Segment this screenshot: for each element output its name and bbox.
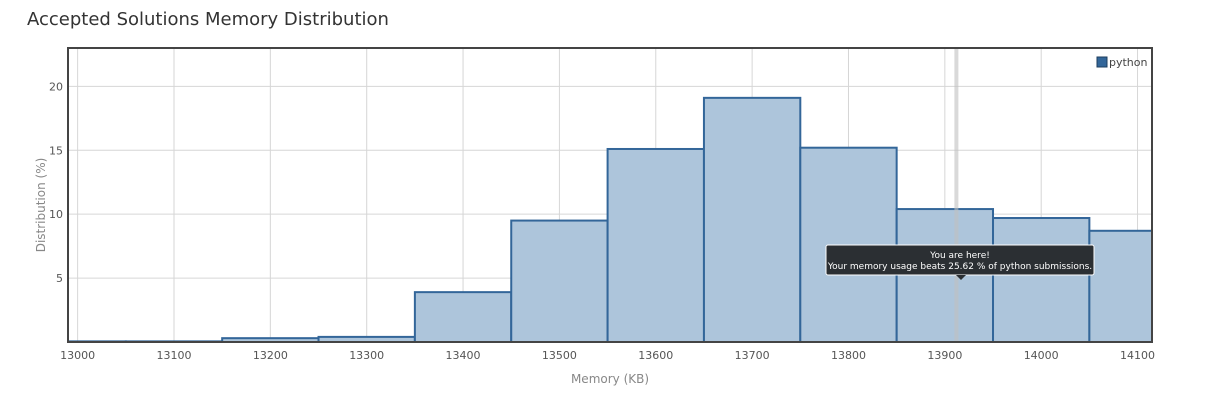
tooltip: You are here! Your memory usage beats 25… <box>825 244 1095 280</box>
x-tick-label: 13300 <box>349 349 384 362</box>
histogram-bars <box>67 96 1154 344</box>
tooltip-line-2: Your memory usage beats 25.62 % of pytho… <box>827 262 1092 272</box>
x-tick-label: 13700 <box>735 349 770 362</box>
legend-label-python: python <box>1109 56 1148 69</box>
bar-13850-13950[interactable] <box>895 208 995 343</box>
legend-swatch-python <box>1096 56 1108 68</box>
x-axis-ticks: 13000 13100 13200 13300 13400 13500 13600 13700… <box>60 349 1155 362</box>
bar-13350-13450[interactable] <box>413 291 513 343</box>
tooltip-pointer <box>956 275 966 280</box>
bar-13950-14050[interactable] <box>992 217 1091 343</box>
x-tick-label: 14000 <box>1024 349 1059 362</box>
tooltip-line-1: You are here! <box>929 251 990 261</box>
x-tick-label: 14100 <box>1120 349 1155 362</box>
x-tick-label: 13600 <box>638 349 673 362</box>
legend[interactable]: python <box>1096 56 1148 69</box>
x-tick-label: 13100 <box>156 349 191 362</box>
y-axis-label: Distribution (%) <box>34 158 48 253</box>
chart-title: Accepted Solutions Memory Distribution <box>27 9 389 30</box>
y-tick-label: 20 <box>49 80 63 93</box>
y-tick-label: 5 <box>56 272 63 285</box>
y-tick-label: 15 <box>49 144 63 157</box>
x-tick-label: 13400 <box>446 349 481 362</box>
plot-frame <box>67 47 1153 343</box>
x-tick-label: 13900 <box>927 349 962 362</box>
x-tick-label: 13800 <box>831 349 866 362</box>
x-axis-label: Memory (KB) <box>571 372 649 386</box>
y-axis-ticks: 5 10 15 20 <box>49 80 63 285</box>
bar-13550-13650[interactable] <box>606 147 705 343</box>
x-tick-label: 13000 <box>60 349 95 362</box>
bar-14050-14150[interactable] <box>1088 229 1154 343</box>
x-tick-label: 13500 <box>542 349 577 362</box>
bar-13650-13750[interactable] <box>702 96 802 343</box>
x-tick-label: 13200 <box>253 349 288 362</box>
bar-13450-13550[interactable] <box>510 219 609 343</box>
y-tick-label: 10 <box>49 208 63 221</box>
